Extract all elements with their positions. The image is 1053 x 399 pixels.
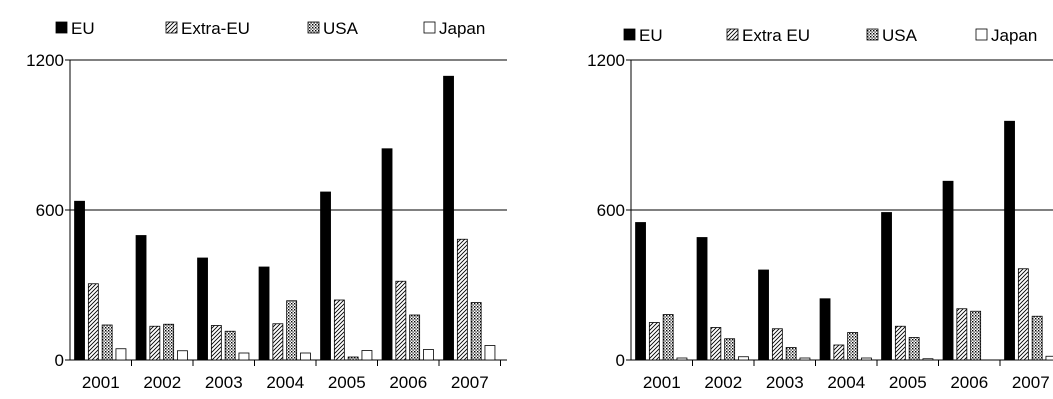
legend-label: USA <box>323 19 359 38</box>
legend-label: USA <box>882 26 918 45</box>
bar-japan-2001 <box>115 348 127 361</box>
bar-usa-2004 <box>847 332 859 361</box>
bar-usa-2001 <box>662 314 674 361</box>
x-tick-label: 2005 <box>328 373 366 392</box>
bar-usa-2006 <box>970 310 982 361</box>
legend-label: EU <box>71 19 95 38</box>
bar-usa-2007 <box>470 302 482 361</box>
y-tick-label: 0 <box>55 351 64 370</box>
bar-usa-2001 <box>101 324 113 361</box>
bar-extra-eu-2005 <box>333 299 345 361</box>
bar-usa-2002 <box>724 338 736 361</box>
bar-extra-eu-2001 <box>648 322 660 361</box>
bar-japan-2005 <box>361 350 373 361</box>
bar-extra-eu-2007 <box>1017 268 1029 361</box>
bar-japan-2004 <box>300 352 311 361</box>
bar-usa-2005 <box>347 356 359 361</box>
bar-eu-2003 <box>197 257 208 361</box>
bar-eu-2006 <box>942 180 954 361</box>
x-tick-label: 2003 <box>766 373 804 392</box>
legend-swatch <box>866 28 879 41</box>
x-tick-label: 2004 <box>266 373 304 392</box>
bar-eu-2005 <box>881 212 892 361</box>
legend-swatch <box>726 28 739 41</box>
bar-japan-2005 <box>922 358 934 361</box>
y-tick-label: 0 <box>616 351 625 370</box>
legend-swatch <box>423 21 436 34</box>
bar-japan-2003 <box>799 357 811 361</box>
bar-eu-2001 <box>74 200 85 361</box>
bar-eu-2002 <box>135 235 147 361</box>
bar-extra-eu-2002 <box>710 327 722 361</box>
x-tick-label: 2001 <box>82 373 120 392</box>
x-tick-label: 2002 <box>704 373 742 392</box>
y-tick-label: 600 <box>36 201 64 220</box>
y-tick-label: 1200 <box>587 51 625 70</box>
x-tick-label: 2006 <box>950 373 988 392</box>
y-tick-label: 600 <box>597 201 625 220</box>
bar-japan-2004 <box>861 357 872 361</box>
bar-eu-2004 <box>258 266 270 361</box>
bar-usa-2006 <box>409 314 421 361</box>
x-tick-label: 2002 <box>143 373 181 392</box>
bar-eu-2003 <box>758 269 769 361</box>
bar-extra-eu-2004 <box>272 323 284 361</box>
bar-usa-2003 <box>785 347 797 361</box>
bar-extra-eu-2006 <box>395 280 407 361</box>
x-tick-label: 2007 <box>451 373 489 392</box>
legend-swatch <box>307 21 320 34</box>
bar-extra-eu-2002 <box>149 325 161 361</box>
bar-japan-2006 <box>423 349 434 361</box>
bar-japan-2002 <box>177 350 188 361</box>
bar-extra-eu-2003 <box>210 325 222 361</box>
legend-label: Extra-EU <box>181 19 250 38</box>
bar-usa-2002 <box>163 323 175 361</box>
bar-extra-eu-2007 <box>456 238 468 361</box>
legend-label: Japan <box>991 26 1037 45</box>
bar-extra-eu-2005 <box>894 325 906 361</box>
bar-eu-2004 <box>819 298 831 361</box>
bar-japan-2007 <box>1045 355 1053 361</box>
x-tick-label: 2003 <box>205 373 243 392</box>
x-tick-label: 2004 <box>827 373 865 392</box>
x-tick-label: 2006 <box>389 373 427 392</box>
x-tick-label: 2005 <box>889 373 927 392</box>
bar-eu-2005 <box>320 191 331 361</box>
bar-extra-eu-2003 <box>771 328 783 361</box>
bar-extra-eu-2004 <box>833 344 845 361</box>
bar-usa-2007 <box>1031 315 1043 361</box>
bar-japan-2001 <box>676 357 688 361</box>
legend-label: Extra EU <box>742 26 810 45</box>
legend-swatch <box>975 28 988 41</box>
bar-usa-2005 <box>908 337 920 361</box>
legend-swatch <box>623 28 636 41</box>
x-tick-label: 2007 <box>1012 373 1050 392</box>
legend-swatch <box>55 21 68 34</box>
bar-extra-eu-2001 <box>87 283 99 361</box>
bar-eu-2001 <box>635 222 646 361</box>
legend-label: EU <box>639 26 663 45</box>
legend-swatch <box>165 21 178 34</box>
bar-japan-2003 <box>238 352 250 361</box>
bar-usa-2003 <box>224 330 236 361</box>
x-tick-label: 2001 <box>643 373 681 392</box>
bar-eu-2007 <box>1004 120 1015 361</box>
y-tick-label: 1200 <box>26 51 64 70</box>
bar-usa-2004 <box>286 300 298 361</box>
bar-extra-eu-2006 <box>956 308 968 361</box>
bar-eu-2002 <box>696 237 708 361</box>
legend-label: Japan <box>439 19 485 38</box>
bar-eu-2007 <box>443 75 454 361</box>
bar-japan-2002 <box>738 356 749 361</box>
bar-japan-2007 <box>484 345 496 361</box>
bar-eu-2006 <box>381 148 393 361</box>
